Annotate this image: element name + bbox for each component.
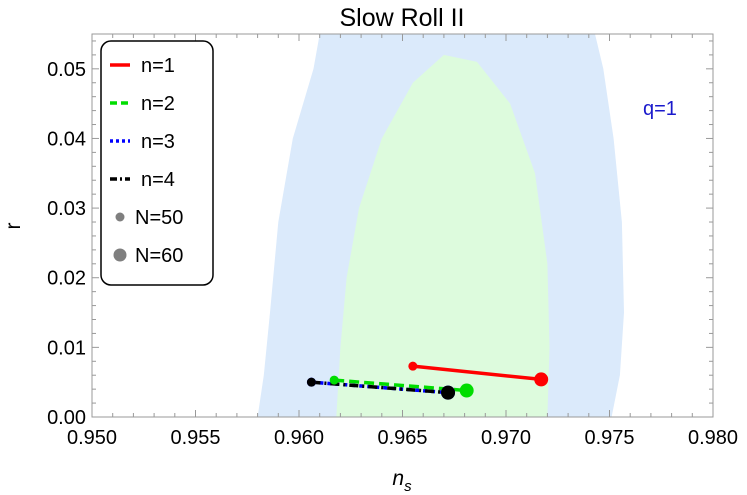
chart-title: Slow Roll II [339, 4, 464, 32]
x-axis-title-main: n [392, 467, 404, 490]
x-tick-label: 0.975 [584, 427, 634, 449]
x-axis-title: ns [392, 467, 412, 495]
x-tick-label: 0.955 [170, 427, 220, 449]
y-tick-label: 0.05 [47, 59, 86, 81]
region-inner [336, 54, 550, 417]
x-tick-label: 0.965 [377, 427, 427, 449]
x-tick-label: 0.960 [274, 427, 324, 449]
legend-label-1: n=1 [141, 55, 175, 77]
x-tick-label: 0.970 [481, 427, 531, 449]
legend-label-2: n=2 [141, 93, 175, 115]
y-tick-label: 0.03 [47, 198, 86, 220]
legend-marker-small [115, 212, 125, 222]
y-tick-label: 0.00 [47, 407, 86, 429]
legend-box [100, 40, 214, 286]
y-tick-label: 0.04 [47, 128, 86, 150]
x-tick-label: 0.950 [67, 427, 117, 449]
x-axis-title-sub: s [404, 478, 412, 495]
series-1-point-n50 [408, 361, 418, 371]
legend-marker-large [113, 248, 127, 262]
y-axis-title: r [2, 223, 25, 230]
annotation-q: q=1 [643, 98, 677, 120]
confidence-regions [257, 34, 624, 417]
series-layer [306, 361, 549, 400]
series-2-point-n50 [329, 375, 339, 385]
series-1-point-n60 [534, 372, 549, 387]
y-tick-label: 0.01 [47, 337, 86, 359]
series-4-point-n50 [306, 377, 316, 387]
legend-label-4: n=4 [141, 169, 175, 191]
legend: n=1 n=2 n=3 n=4 N=50 N=60 [100, 40, 214, 286]
series-2-point-n60 [459, 383, 474, 398]
legend-label-marker-2: N=60 [135, 245, 183, 267]
x-tick-label: 0.980 [688, 427, 738, 449]
legend-label-marker-1: N=50 [135, 207, 183, 229]
axis-ticks: 0.950 0.955 0.960 0.965 0.970 0.975 0.980 0.00 0… [47, 34, 738, 449]
series-line-1 [412, 364, 542, 382]
y-tick-label: 0.02 [47, 268, 86, 290]
legend-label-3: n=3 [141, 131, 175, 153]
series-4-point-n60 [441, 385, 456, 400]
